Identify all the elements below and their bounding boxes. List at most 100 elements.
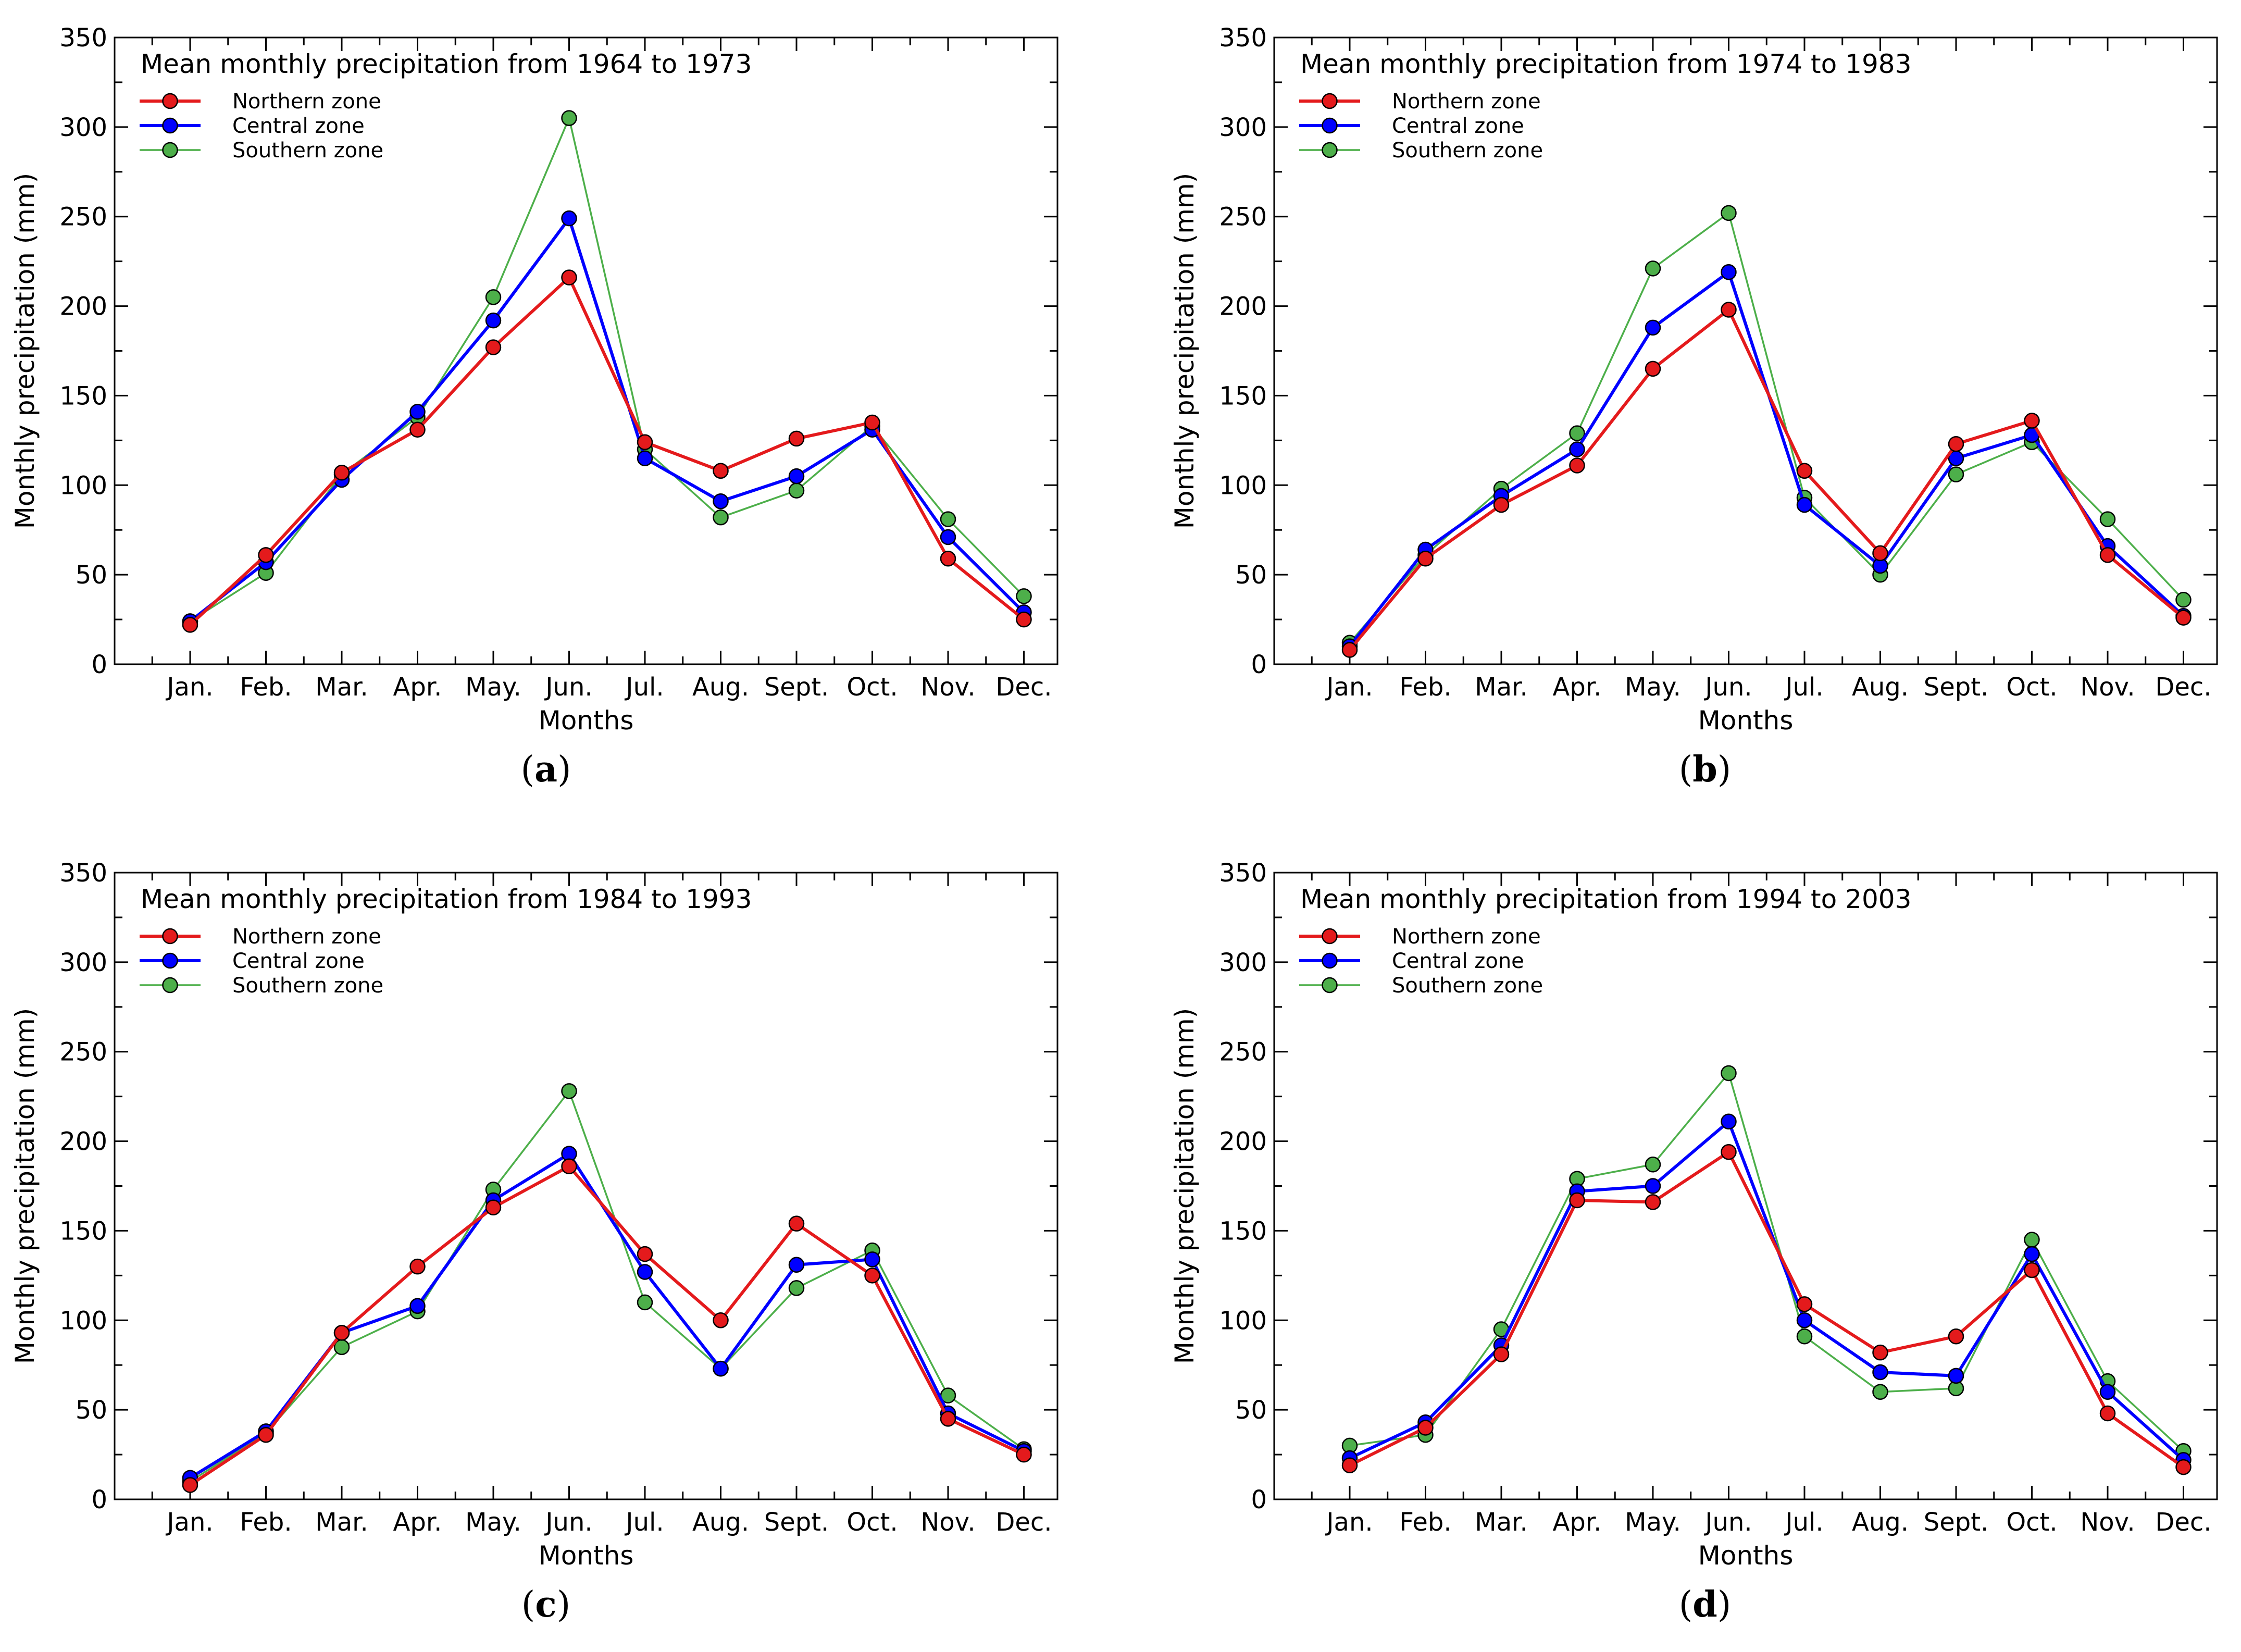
y-tick-label: 150 (59, 381, 107, 411)
legend-marker (1322, 117, 1338, 134)
x-tick-label: May. (465, 673, 521, 702)
data-point-southern-zone (1645, 1157, 1661, 1173)
x-tick-label: Nov. (920, 1508, 975, 1537)
data-point-northern-zone (1645, 1194, 1661, 1210)
data-point-central-zone (1796, 496, 1813, 513)
y-axis-label: Monthly precipitation (mm) (10, 173, 40, 529)
data-point-northern-zone (409, 1258, 426, 1275)
data-point-central-zone (1948, 1368, 1964, 1384)
y-tick-label: 0 (1251, 1485, 1267, 1514)
y-tick-label: 250 (59, 1038, 107, 1067)
x-tick-label: Jun. (544, 1508, 592, 1537)
y-tick-label: 150 (1219, 381, 1267, 411)
data-point-southern-zone (2099, 511, 2116, 527)
legend-marker (1322, 952, 1338, 969)
series-line-northern-zone (1348, 308, 2185, 651)
x-tick-label: Dec. (2155, 673, 2211, 702)
data-point-northern-zone (1493, 1346, 1510, 1362)
x-tick-label: Aug. (692, 1508, 749, 1537)
y-tick-label: 350 (59, 859, 107, 888)
data-point-central-zone (2099, 1384, 2116, 1400)
series-line-central-zone (1349, 1120, 2185, 1461)
data-point-northern-zone (1948, 436, 1964, 452)
data-point-central-zone (1645, 1178, 1661, 1194)
data-point-southern-zone (1721, 205, 1737, 221)
series-line-southern-zone (1349, 1072, 2184, 1452)
legend-marker (1322, 977, 1338, 993)
data-point-northern-zone (637, 434, 653, 451)
data-point-southern-zone (2175, 592, 2192, 608)
panel-caption: (d) (1679, 1584, 1732, 1625)
data-point-northern-zone (713, 1312, 729, 1328)
legend-entry: Northern zone (232, 925, 381, 949)
legend-marker (162, 142, 178, 158)
data-point-northern-zone (2024, 413, 2040, 429)
chart-title: Mean monthly precipitation from 1974 to … (1300, 49, 1911, 79)
x-axis-label: Months (1698, 1541, 1794, 1571)
x-tick-label: Mar. (315, 673, 368, 702)
x-tick-label: Sept. (764, 1508, 829, 1537)
x-tick-label: Feb. (1399, 673, 1451, 702)
data-point-northern-zone (940, 550, 956, 567)
series-line-southern-zone (190, 117, 1025, 622)
data-point-central-zone (1796, 1312, 1813, 1328)
y-tick-label: 300 (59, 113, 107, 142)
data-point-southern-zone (485, 289, 502, 305)
x-tick-label: Jun. (1703, 673, 1752, 702)
x-axis-label: Months (1698, 705, 1794, 736)
series-line-central-zone (1348, 270, 2185, 648)
data-point-northern-zone (1796, 1296, 1813, 1312)
x-axis-label: Months (539, 705, 634, 736)
data-point-northern-zone (333, 464, 350, 481)
x-tick-label: Sept. (764, 673, 829, 702)
data-point-southern-zone (1016, 588, 1032, 604)
x-tick-label: Jan. (1325, 673, 1373, 702)
chart-panel-a: 0 50 100 150 200 250 300 350 Jan. Feb. Mar. Apr. May… (10, 23, 1059, 790)
data-point-southern-zone (561, 1083, 577, 1099)
data-point-southern-zone (2024, 1232, 2040, 1248)
data-point-northern-zone (485, 1199, 502, 1215)
chart-title: Mean monthly precipitation from 1984 to … (141, 884, 752, 914)
data-point-central-zone (713, 493, 729, 510)
data-point-northern-zone (1417, 550, 1434, 567)
data-point-northern-zone (1948, 1328, 1964, 1345)
x-tick-label: Aug. (692, 673, 749, 702)
legend-entry: Southern zone (1392, 974, 1543, 998)
x-tick-label: Jul. (1784, 673, 1823, 702)
series-line-northern-zone (189, 1164, 1025, 1487)
data-point-northern-zone (258, 1427, 274, 1443)
data-point-northern-zone (1645, 361, 1661, 377)
series-line-central-zone (189, 217, 1025, 623)
x-tick-label: Feb. (240, 1508, 292, 1537)
y-tick-label: 350 (1219, 23, 1267, 53)
data-point-northern-zone (1341, 642, 1358, 658)
x-tick-label: Jul. (624, 1508, 664, 1537)
x-tick-label: Oct. (2006, 673, 2057, 702)
legend-entry: Southern zone (1392, 139, 1543, 163)
x-tick-label: Oct. (846, 673, 898, 702)
data-point-northern-zone (1872, 545, 1888, 562)
x-axis-label: Months (539, 1541, 634, 1571)
y-tick-label: 300 (1219, 113, 1267, 142)
y-tick-label: 100 (1219, 471, 1267, 500)
data-point-southern-zone (1721, 1065, 1737, 1082)
x-tick-label: May. (465, 1508, 521, 1537)
y-tick-label: 200 (1219, 292, 1267, 321)
data-point-southern-zone (1872, 1384, 1888, 1400)
data-point-northern-zone (2099, 547, 2116, 563)
x-tick-label: Dec. (2155, 1508, 2211, 1537)
data-point-central-zone (864, 1251, 880, 1268)
data-point-central-zone (788, 468, 805, 485)
legend-marker (162, 928, 178, 945)
y-axis-label: Monthly precipitation (mm) (1169, 1008, 1200, 1364)
panel-caption: (c) (521, 1584, 570, 1625)
y-tick-label: 50 (1235, 561, 1267, 590)
y-tick-label: 50 (1235, 1396, 1267, 1425)
y-tick-label: 100 (1219, 1306, 1267, 1335)
data-point-northern-zone (333, 1325, 350, 1341)
data-point-central-zone (940, 529, 956, 545)
data-point-central-zone (1645, 319, 1661, 336)
data-point-southern-zone (1796, 1328, 1813, 1345)
legend-marker (1322, 142, 1338, 158)
data-point-northern-zone (2099, 1405, 2116, 1422)
